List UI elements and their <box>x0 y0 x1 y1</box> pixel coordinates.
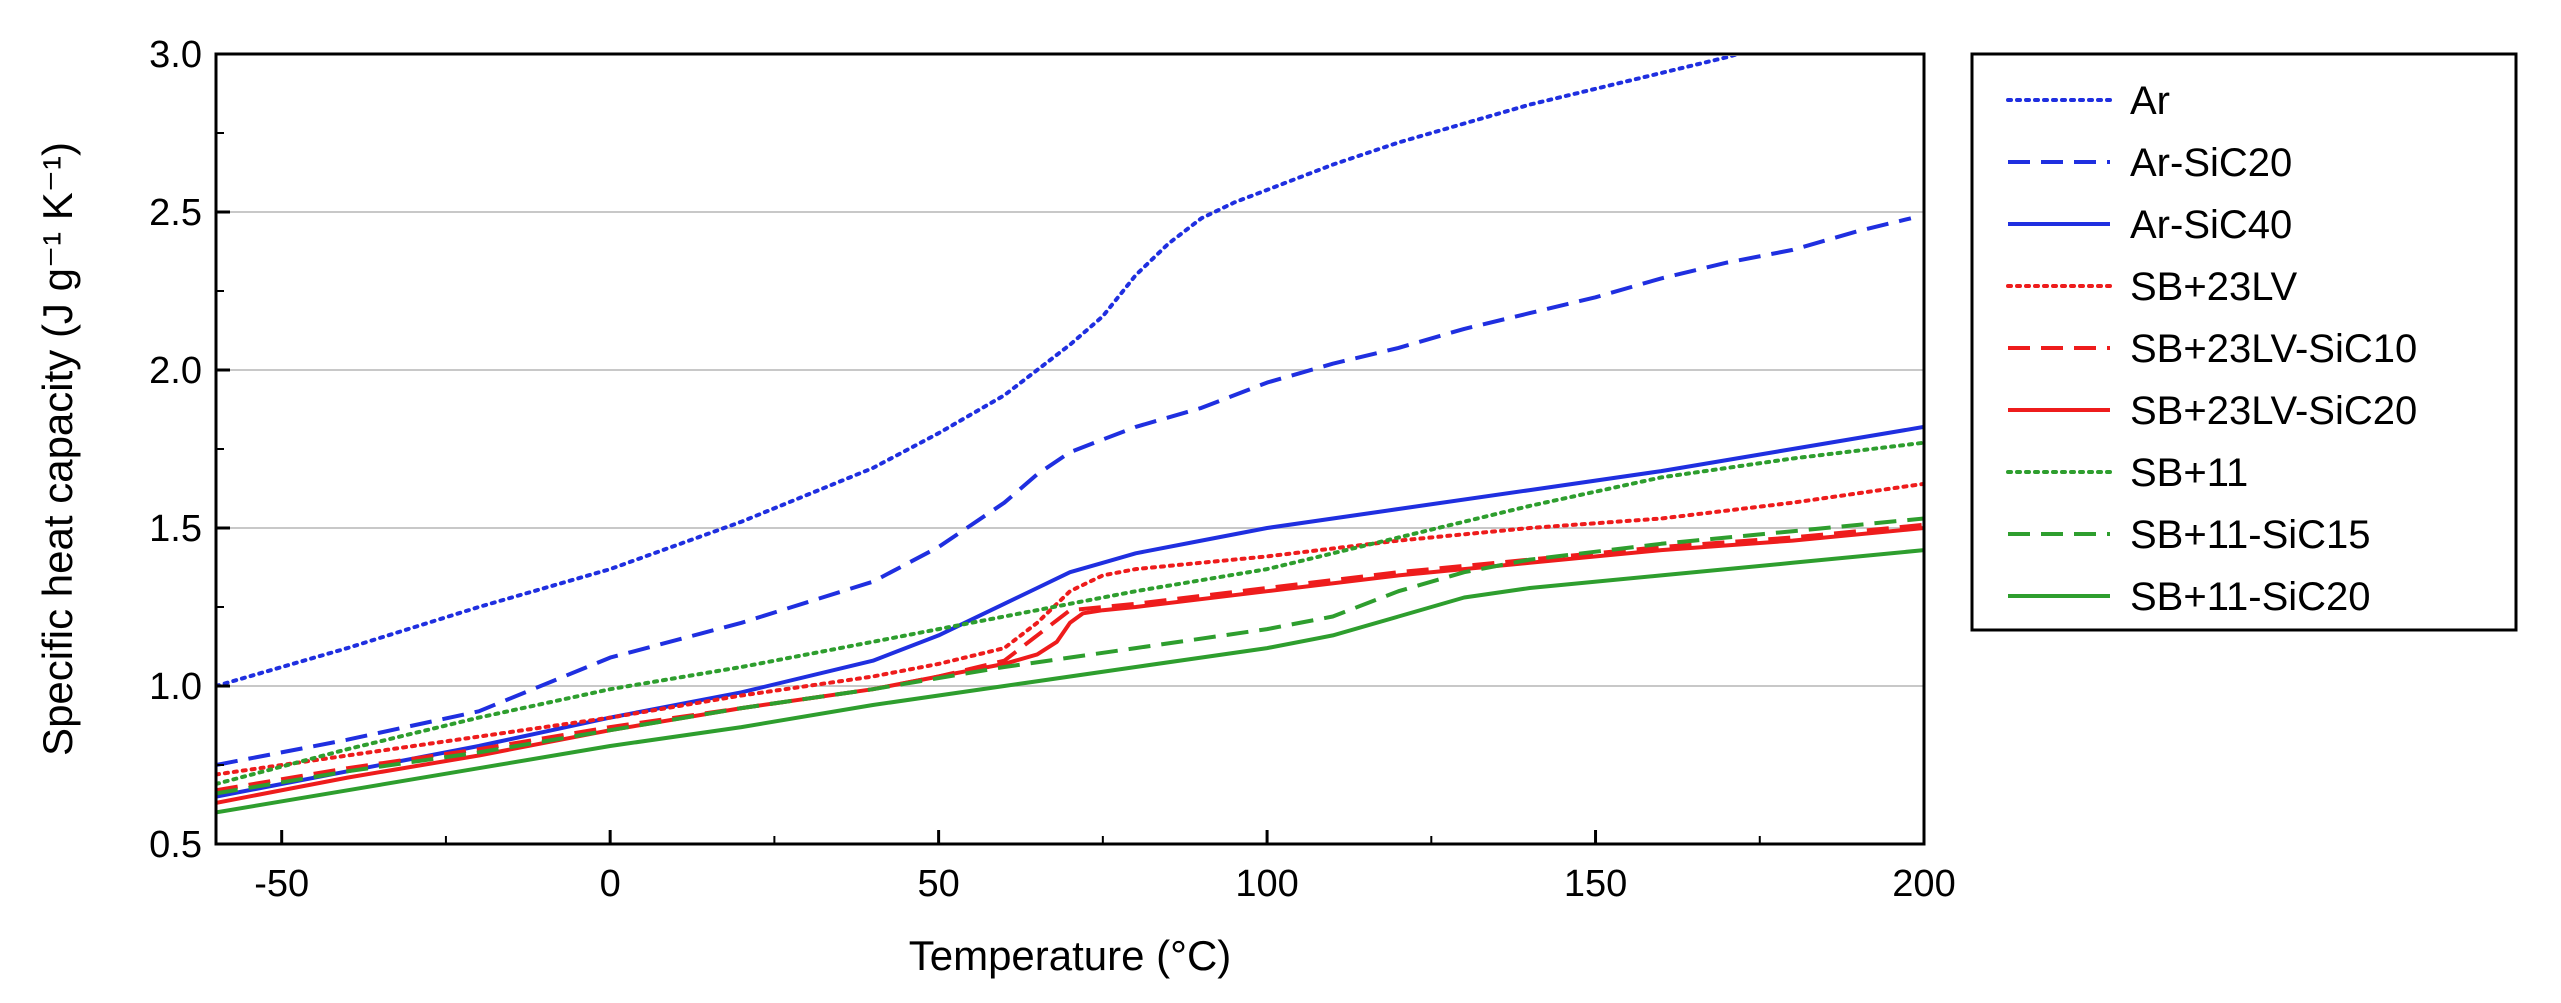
x-tick-label: 50 <box>917 863 959 905</box>
legend: Ar Ar-SiC20 Ar-SiC40 SB+23LV SB+23LV-SiC10 SB… <box>1970 52 2518 632</box>
legend-label: SB+23LV-SiC20 <box>2130 389 2417 433</box>
y-tick-label: 1.0 <box>149 666 202 708</box>
legend-label: SB+11-SiC15 <box>2130 513 2371 557</box>
y-tick-label: 3.0 <box>149 34 202 76</box>
y-tick-label: 2.0 <box>149 350 202 392</box>
legend-label: Ar <box>2130 79 2170 123</box>
legend-label: Ar-SiC40 <box>2130 203 2292 247</box>
series-line-sb-11 <box>216 440 1924 786</box>
y-tick-label: 2.5 <box>149 192 202 234</box>
axes: -50 0 50 100 150 200 0.5 1.0 1.5 2.0 2.5 3.0 <box>149 34 1956 905</box>
legend-label: SB+23LV-SiC10 <box>2130 327 2417 371</box>
legend-label: SB+11-SiC20 <box>2130 575 2371 619</box>
series-line-ar <box>216 56 1739 688</box>
series-line-ar-sic40 <box>216 424 1924 799</box>
y-tick-label: 1.5 <box>149 508 202 550</box>
legend-label: Ar-SiC20 <box>2130 141 2292 185</box>
x-tick-label: 200 <box>1892 863 1955 905</box>
x-tick-label: -50 <box>254 863 309 905</box>
series-line-sb-11-sic15 <box>216 516 1924 796</box>
series-lines <box>216 56 1924 815</box>
x-tick-label: 150 <box>1564 863 1627 905</box>
x-tick-label: 0 <box>600 863 621 905</box>
legend-label: SB+11 <box>2130 451 2248 495</box>
y-axis-title: Specific heat capacity (J g⁻¹ K⁻¹) <box>34 142 81 756</box>
x-tick-label: 100 <box>1235 863 1298 905</box>
grid-lines <box>216 211 1924 687</box>
series-line-ar-sic20 <box>216 216 1912 767</box>
x-axis-title: Temperature (°C) <box>909 932 1232 979</box>
series-line-sb-11-sic20 <box>216 548 1924 815</box>
y-tick-label: 0.5 <box>149 824 202 866</box>
legend-label: SB+23LV <box>2130 265 2297 309</box>
